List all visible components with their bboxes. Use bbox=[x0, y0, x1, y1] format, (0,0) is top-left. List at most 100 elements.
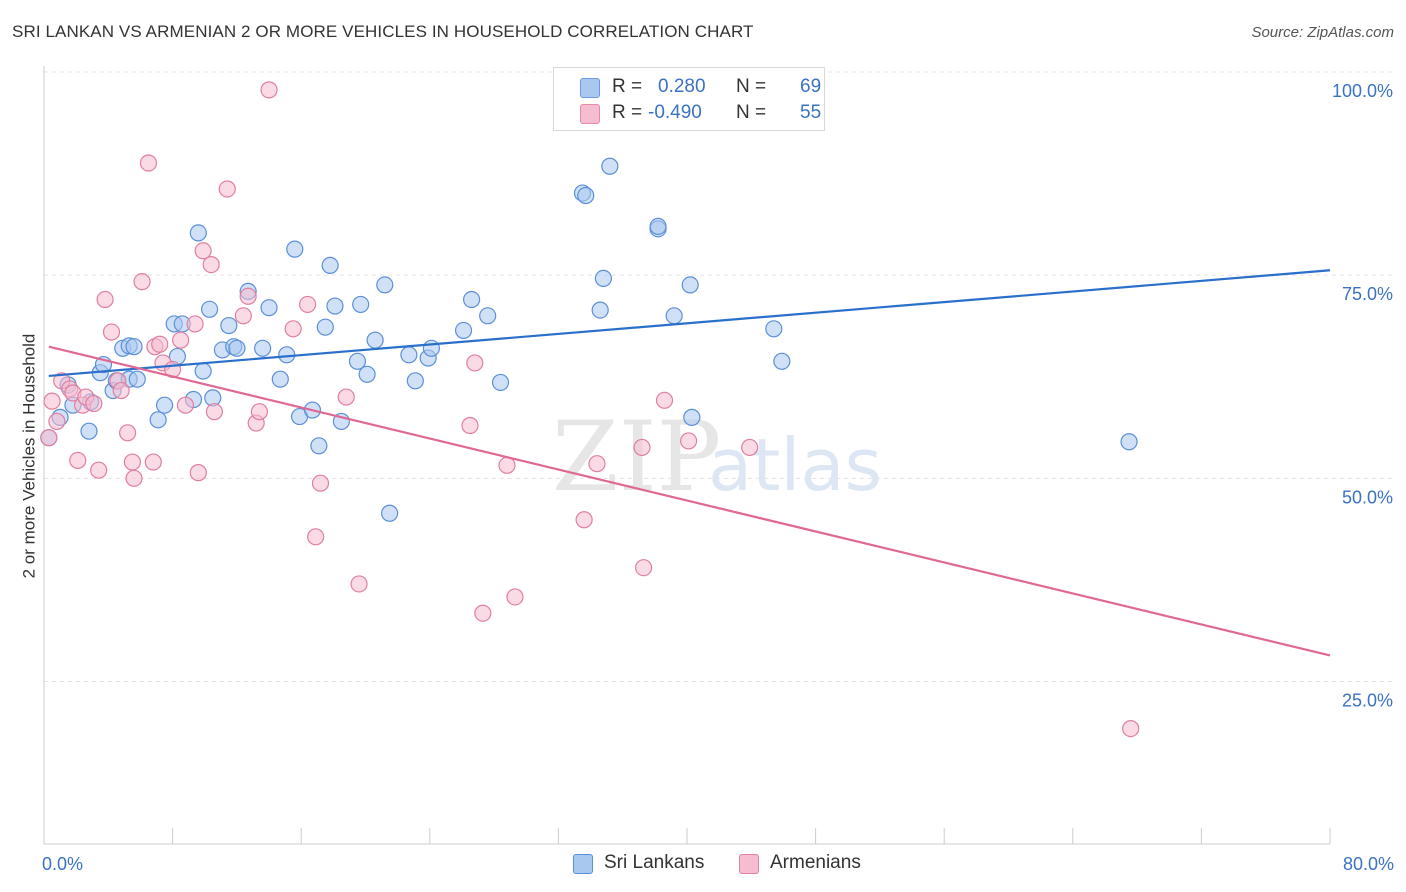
sri-lankans-point bbox=[260, 299, 278, 317]
sri-lankans-point bbox=[352, 295, 370, 314]
sri-lankans-point bbox=[1120, 433, 1138, 451]
armenians-point bbox=[125, 469, 143, 487]
sri-lankans-point bbox=[194, 362, 212, 380]
tick-labels: 25.0% 50.0% 75.0% 100.0% 0.0% 80.0% bbox=[42, 81, 1394, 874]
armenians-point bbox=[202, 255, 220, 274]
armenians-point bbox=[680, 432, 698, 450]
sri-lankans-point bbox=[381, 504, 399, 522]
sri-lankans-point bbox=[348, 352, 367, 370]
chart-title: SRI LANKAN VS ARMENIAN 2 OR MORE VEHICLE… bbox=[12, 22, 754, 41]
series-swatch-armenians bbox=[739, 854, 759, 874]
armenians-point bbox=[466, 354, 484, 372]
legend-r-value: 0.280 bbox=[658, 76, 706, 97]
armenians-point bbox=[43, 392, 61, 410]
sri-lankans-point bbox=[310, 437, 328, 455]
source-note: Source: ZipAtlas.com bbox=[1251, 24, 1394, 41]
armenians-point bbox=[250, 403, 269, 421]
sri-lankans-point bbox=[491, 373, 510, 392]
armenians-point bbox=[139, 154, 158, 172]
armenians-point bbox=[123, 453, 142, 471]
legend-n-label: N = bbox=[736, 102, 767, 123]
armenians-point bbox=[96, 290, 114, 309]
sri-lankans-point bbox=[321, 256, 339, 275]
armenians-point bbox=[176, 396, 195, 414]
axes bbox=[43, 66, 1331, 845]
armenians-trend-line bbox=[48, 345, 1331, 657]
sri-lankans-point bbox=[228, 339, 246, 357]
series-name-armenians: Armenians bbox=[770, 852, 861, 873]
sri-lankans-point bbox=[358, 365, 376, 383]
sri-lankans-point bbox=[422, 339, 441, 357]
y-tick-label: 25.0% bbox=[1342, 690, 1393, 710]
sri-lankans-point bbox=[591, 301, 609, 319]
sri-lankans-point bbox=[125, 338, 143, 356]
armenians-point bbox=[284, 320, 302, 338]
sri-lankans-point bbox=[376, 276, 394, 294]
trend-lines bbox=[48, 269, 1331, 657]
sri-lankans-trend-line bbox=[48, 269, 1331, 378]
y-tick-label: 50.0% bbox=[1342, 487, 1393, 507]
legend-r-value: -0.490 bbox=[648, 102, 702, 123]
armenians-point bbox=[151, 335, 169, 353]
armenians-point bbox=[1122, 720, 1140, 738]
armenians-point bbox=[506, 588, 524, 606]
armenians-point bbox=[307, 528, 325, 546]
armenians-point bbox=[498, 456, 516, 474]
legend-swatch-sri-lankans bbox=[580, 78, 600, 98]
armenians-point bbox=[85, 394, 103, 413]
armenians-point bbox=[194, 242, 212, 260]
sri-lankans-point bbox=[400, 346, 418, 364]
legend-n-value: 69 bbox=[800, 76, 822, 97]
armenians-point bbox=[350, 575, 368, 593]
armenians-point bbox=[102, 323, 121, 341]
armenians-point bbox=[239, 287, 257, 305]
sri-lankans-point bbox=[765, 320, 783, 338]
sri-lankans-point bbox=[454, 321, 473, 340]
legend-r-label: R = bbox=[612, 102, 643, 123]
series-swatch-sri-lankans bbox=[573, 854, 593, 874]
armenians-point bbox=[474, 604, 492, 622]
armenians-point bbox=[655, 391, 674, 409]
armenians-point bbox=[205, 403, 223, 421]
armenians-point bbox=[634, 559, 653, 577]
sri-lankans-point bbox=[271, 370, 289, 388]
armenians-point bbox=[461, 416, 479, 435]
sri-lankans-point bbox=[601, 157, 619, 175]
watermark: ZIP atlas bbox=[552, 401, 882, 513]
armenians-point bbox=[112, 381, 130, 400]
armenians-point bbox=[118, 424, 137, 442]
y-tick-label: 100.0% bbox=[1332, 81, 1393, 101]
armenians-point bbox=[133, 273, 151, 291]
gridlines bbox=[44, 71, 1392, 682]
armenians-point bbox=[234, 307, 252, 325]
armenians-point bbox=[186, 315, 204, 333]
armenians-point bbox=[588, 455, 606, 473]
x-tick-label-max: 80.0% bbox=[1343, 854, 1394, 874]
armenians-point bbox=[741, 438, 759, 457]
sri-lankans-point bbox=[326, 297, 344, 315]
sri-lankans-point bbox=[773, 352, 791, 370]
sri-lankans-point bbox=[462, 290, 481, 309]
legend-n-label: N = bbox=[736, 76, 767, 97]
armenians-point bbox=[633, 438, 651, 457]
armenians-point bbox=[575, 511, 593, 529]
sri-lankans-point bbox=[80, 422, 98, 440]
sri-lankans-point bbox=[406, 372, 424, 390]
sri-lankans-point bbox=[594, 269, 613, 288]
legend-r-label: R = bbox=[612, 76, 643, 97]
sri-lankans-point bbox=[220, 316, 238, 335]
data-points bbox=[40, 81, 1140, 738]
sri-lankans-point bbox=[665, 307, 683, 325]
armenians-point bbox=[189, 464, 207, 482]
armenians-point bbox=[337, 388, 355, 406]
armenians-point bbox=[218, 180, 236, 198]
sri-lankans-point bbox=[254, 339, 272, 357]
sri-lankans-point bbox=[155, 396, 174, 414]
sri-lankans-point bbox=[479, 307, 497, 325]
armenians-point bbox=[90, 461, 108, 479]
sri-lankans-point bbox=[128, 370, 146, 388]
sri-lankans-point bbox=[649, 217, 667, 235]
sri-lankans-point bbox=[366, 331, 384, 349]
y-axis-label: 2 or more Vehicles in Household bbox=[18, 333, 38, 579]
